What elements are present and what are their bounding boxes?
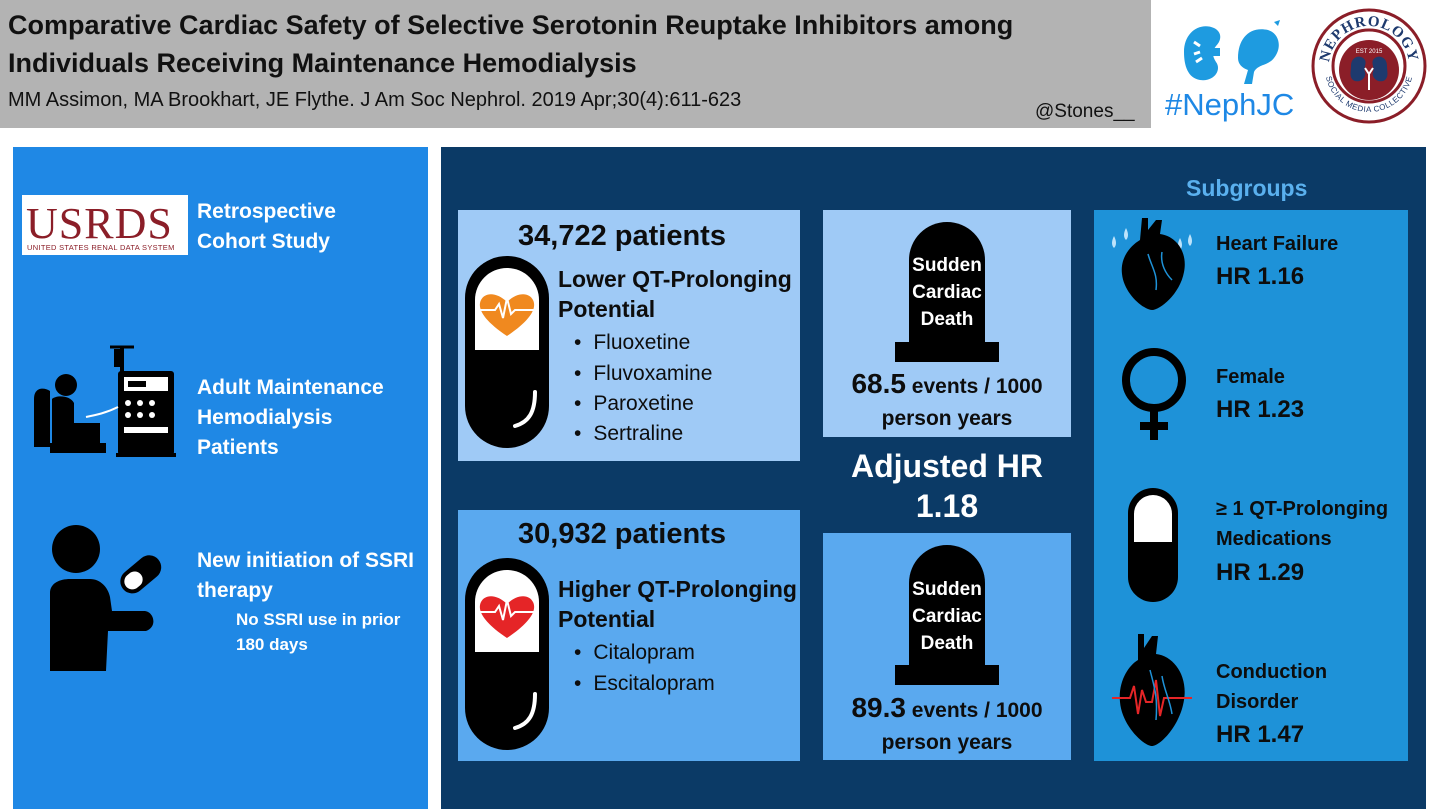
exposure-text: New initiation of SSRI therapy (197, 549, 415, 602)
nephjc-label: #NephJC (1165, 87, 1295, 122)
higher-qt-pill-icon (465, 558, 549, 750)
subgroup-hr: HR 1.23 (1216, 396, 1305, 423)
population-text: Adult Maintenance Hemodialysis Patients (197, 376, 384, 459)
usrds-logo: USRDS UNITED STATES RENAL DATA SYSTEM (22, 195, 188, 255)
study-design-text: Retrospective Cohort Study (197, 200, 336, 253)
subgroup-hr: HR 1.29 (1216, 559, 1305, 586)
higher-drug-item: Escitalopram (574, 672, 714, 696)
subgroup-hr: HR 1.16 (1216, 263, 1305, 290)
subgroup-label: ≥ 1 QT-Prolonging Medications (1216, 498, 1389, 550)
lower-qt-title: Lower QT-Prolonging Potential (558, 266, 792, 322)
tombstone-icon (895, 545, 999, 685)
lower-patients-count: 34,722 patients (518, 220, 726, 252)
lower-drug-item: Paroxetine (574, 392, 693, 416)
adjusted-hr: Adjusted HR 1.18 (851, 448, 1043, 524)
scd-lower-rate: 68.5 events / 1000 person years (851, 368, 1043, 430)
person-taking-pill-icon (50, 525, 162, 671)
svg-text:EST 2015: EST 2015 (1356, 49, 1383, 55)
tombstone-icon (895, 222, 999, 362)
hemodialysis-patient-icon (34, 345, 176, 457)
header-banner: Comparative Cardiac Safety of Selective … (0, 0, 1151, 128)
scd-label: Sudden Cardiac Death (912, 579, 982, 654)
scd-higher-rate: 89.3 events / 1000 person years (851, 692, 1043, 754)
page-title: Comparative Cardiac Safety of Selective … (8, 10, 1014, 78)
subgroup-label: Female (1216, 366, 1285, 388)
subgroup-hr: HR 1.47 (1216, 721, 1305, 748)
conduction-disorder-heart-icon (1112, 634, 1192, 746)
lower-qt-pill-icon (465, 256, 549, 448)
exposure-note: No SSRI use in prior 180 days (236, 610, 401, 654)
subgroups-heading: Subgroups (1186, 175, 1308, 201)
lower-drug-item: Fluoxetine (574, 331, 690, 355)
heart-failure-icon (1112, 218, 1192, 310)
higher-qt-title: Higher QT-Prolonging Potential (558, 576, 797, 632)
scd-label: Sudden Cardiac Death (912, 255, 982, 330)
study-design-panel (13, 147, 428, 809)
subgroup-label: Heart Failure (1216, 233, 1339, 255)
citation: MM Assimon, MA Brookhart, JE Flythe. J A… (8, 89, 742, 111)
author-handle[interactable]: @Stones__ (1035, 101, 1135, 122)
lower-drug-item: Sertraline (574, 422, 683, 446)
female-symbol-icon (1122, 348, 1186, 440)
capsule-icon (1128, 488, 1178, 602)
lower-drug-item: Fluvoxamine (574, 362, 712, 386)
nephrology-seal-icon: NEPHROLOGY SOCIAL MEDIA COLLECTIVE EST 2… (1311, 8, 1427, 124)
higher-drug-item: Citalopram (574, 641, 695, 665)
subgroup-label: Conduction Disorder (1216, 661, 1328, 713)
nephjc-logo-icon (1184, 20, 1280, 84)
higher-patients-count: 30,932 patients (518, 518, 726, 550)
